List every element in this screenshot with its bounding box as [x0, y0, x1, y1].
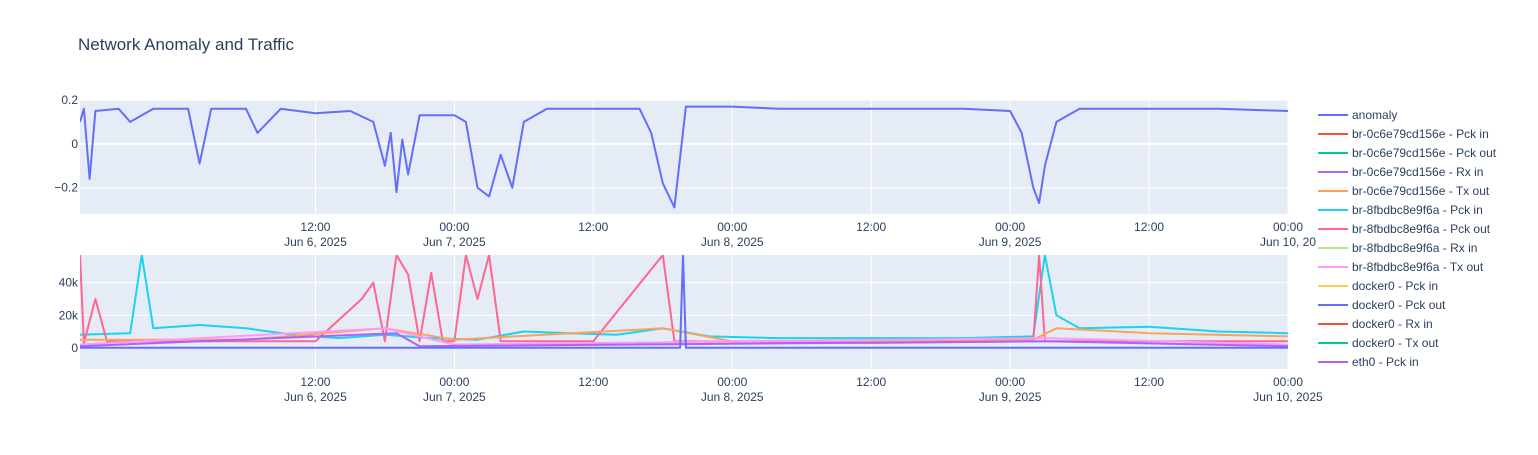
legend-item[interactable]: br-8fbdbc8e9f6a - Pck out [1318, 222, 1491, 236]
legend-item[interactable]: br-0c6e79cd156e - Tx out [1318, 184, 1490, 198]
anomaly-x-tick-date: Jun 8, 2025 [701, 235, 764, 249]
traffic-x-tick-date: Jun 9, 2025 [979, 390, 1042, 404]
anomaly-x-tick-label: 00:00 [1273, 220, 1303, 234]
anomaly-x-tick-date: Jun 9, 2025 [979, 235, 1042, 249]
legend-label: br-8fbdbc8e9f6a - Rx in [1352, 241, 1477, 255]
traffic-x-tick-label: 12:00 [856, 375, 886, 389]
traffic-series-line-0 [80, 255, 1288, 341]
anomaly-x-tick-label: 12:00 [578, 220, 608, 234]
anomaly-x-tick-label: 00:00 [717, 220, 747, 234]
anomaly-y-tick-label: 0 [71, 137, 78, 151]
anomaly-x-tick-label: 12:00 [300, 220, 330, 234]
legend-item[interactable]: br-8fbdbc8e9f6a - Tx out [1318, 260, 1484, 274]
anomaly-x-tick-date: Jun 7, 2025 [423, 235, 486, 249]
traffic-x-tick-date: Jun 6, 2025 [284, 390, 347, 404]
legend-label: docker0 - Pck in [1352, 279, 1438, 293]
legend-label: br-8fbdbc8e9f6a - Tx out [1352, 260, 1484, 274]
anomaly-x-tick-date: Jun 10, 20 [1260, 235, 1316, 249]
anomaly-x-tick-label: 12:00 [856, 220, 886, 234]
legend-item[interactable]: br-0c6e79cd156e - Pck in [1318, 127, 1489, 141]
legend-item[interactable]: docker0 - Rx in [1318, 317, 1433, 331]
legend-item[interactable]: anomaly [1318, 108, 1397, 122]
legend-item[interactable]: br-0c6e79cd156e - Pck out [1318, 146, 1497, 160]
traffic-x-tick-label: 00:00 [995, 375, 1025, 389]
anomaly-x-tick-label: 12:00 [1134, 220, 1164, 234]
legend-item[interactable]: docker0 - Tx out [1318, 336, 1439, 350]
traffic-series-line-2 [80, 327, 1288, 343]
legend-label: br-8fbdbc8e9f6a - Pck out [1352, 222, 1491, 236]
legend[interactable]: anomaly br-0c6e79cd156e - Pck in br-0c6e79… [1318, 108, 1497, 369]
traffic-x-tick-label: 00:00 [717, 375, 747, 389]
traffic-x-tick-date: Jun 10, 2025 [1253, 390, 1323, 404]
legend-label: docker0 - Rx in [1352, 317, 1433, 331]
legend-item[interactable]: docker0 - Pck in [1318, 279, 1438, 293]
traffic-x-tick-date: Jun 8, 2025 [701, 390, 764, 404]
traffic-x-tick-date: Jun 7, 2025 [423, 390, 486, 404]
traffic-x-tick-label: 00:00 [439, 375, 469, 389]
legend-label: br-0c6e79cd156e - Pck in [1352, 127, 1489, 141]
legend-label: eth0 - Pck in [1352, 355, 1419, 369]
traffic-x-tick-label: 00:00 [1273, 375, 1303, 389]
traffic-y-tick-label: 40k [59, 276, 79, 290]
legend-label: br-0c6e79cd156e - Pck out [1352, 146, 1497, 160]
legend-item[interactable]: br-0c6e79cd156e - Rx in [1318, 165, 1483, 179]
anomaly-x-tick-date: Jun 6, 2025 [284, 235, 347, 249]
chart-title: Network Anomaly and Traffic [78, 35, 295, 54]
traffic-series-line-4 [80, 332, 1288, 348]
traffic-x-tick-label: 12:00 [578, 375, 608, 389]
legend-label: docker0 - Pck out [1352, 298, 1446, 312]
legend-item[interactable]: eth0 - Pck in [1318, 355, 1419, 369]
legend-label: br-8fbdbc8e9f6a - Pck in [1352, 203, 1483, 217]
anomaly-series-line-0 [80, 105, 1288, 209]
legend-label: anomaly [1352, 108, 1397, 122]
anomaly-y-tick-label: −0.2 [54, 181, 78, 195]
anomaly-x-tick-label: 00:00 [995, 220, 1025, 234]
legend-item[interactable]: docker0 - Pck out [1318, 298, 1446, 312]
legend-label: docker0 - Tx out [1352, 336, 1439, 350]
legend-label: br-0c6e79cd156e - Rx in [1352, 165, 1483, 179]
traffic-series-line-5 [80, 255, 1288, 349]
anomaly-x-tick-label: 00:00 [439, 220, 469, 234]
anomaly-y-tick-label: 0.2 [61, 93, 78, 107]
traffic-y-tick-label: 0 [71, 341, 78, 355]
legend-label: br-0c6e79cd156e - Tx out [1352, 184, 1490, 198]
legend-item[interactable]: br-8fbdbc8e9f6a - Pck in [1318, 203, 1483, 217]
legend-item[interactable]: br-8fbdbc8e9f6a - Rx in [1318, 241, 1477, 255]
traffic-series-line-3 [80, 327, 1288, 346]
traffic-y-tick-label: 20k [59, 308, 79, 322]
traffic-x-tick-label: 12:00 [300, 375, 330, 389]
traffic-x-tick-label: 12:00 [1134, 375, 1164, 389]
